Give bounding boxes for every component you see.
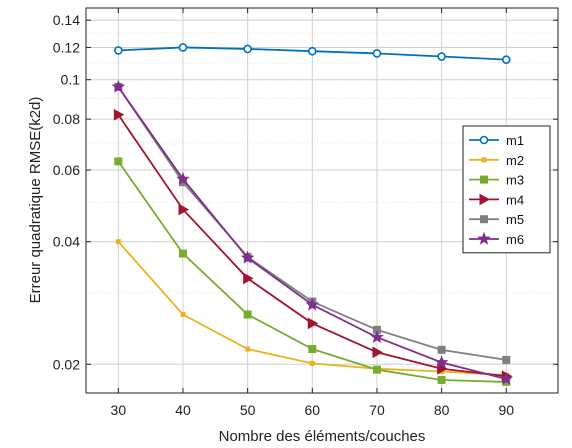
data-point-m5 (502, 355, 511, 364)
legend-item-m4: m4 (469, 192, 524, 207)
x-tick-label: 30 (111, 402, 127, 418)
data-point-m2 (245, 346, 251, 352)
legend-marker (479, 193, 491, 206)
y-tick-label: 0.14 (53, 12, 80, 28)
data-point-m1 (114, 46, 123, 55)
data-point-m6 (499, 371, 514, 385)
legend-box (462, 125, 551, 254)
data-point-m6 (305, 297, 320, 311)
legend-item-m1: m1 (469, 133, 524, 148)
data-point-m3 (372, 365, 381, 374)
series-m6 (111, 79, 514, 385)
x-tick-label: 90 (498, 402, 514, 418)
y-tick-label: 0.1 (61, 72, 81, 88)
data-point-m1 (501, 55, 511, 64)
data-point-m4 (243, 272, 254, 285)
data-point-m4 (178, 203, 190, 216)
legend-marker (477, 231, 491, 245)
data-point-m2 (309, 360, 315, 366)
data-point-m1 (437, 52, 446, 61)
x-axis-label: Nombre des éléments/couches (219, 428, 426, 445)
x-tick-label: 80 (434, 402, 450, 418)
legend-marker (481, 157, 487, 163)
legend-label: m5 (506, 212, 524, 227)
data-point-m5 (437, 345, 446, 354)
legend-label: m6 (506, 232, 524, 247)
y-tick-label: 0.06 (53, 162, 80, 178)
data-point-m4 (113, 108, 125, 121)
data-point-m4 (372, 346, 383, 359)
data-point-m6 (240, 250, 255, 264)
y-tick-label: 0.08 (53, 111, 80, 127)
x-tick-label: 70 (369, 402, 385, 418)
y-axis-ticks: 0.02 0.04 0.06 0.08 0.1 0.12 0.14 (53, 12, 558, 372)
data-point-m6 (434, 355, 449, 369)
legend-item-m5: m5 (469, 212, 524, 227)
y-tick-label: 0.04 (53, 234, 80, 250)
legend-marker (480, 215, 488, 224)
data-point-m2 (115, 239, 121, 245)
legend: m1 m2 m3 m4 m5 m6 (462, 125, 551, 254)
legend-item-m2: m2 (469, 153, 524, 168)
data-point-m2 (180, 312, 186, 318)
data-point-m4 (307, 317, 319, 330)
data-point-m3 (114, 157, 123, 166)
legend-marker (479, 135, 489, 145)
x-tick-label: 60 (305, 402, 321, 418)
data-point-m1 (178, 43, 188, 52)
data-point-m6 (111, 79, 126, 93)
y-axis-label: Erreur quadratique RMSE(k2d) (27, 97, 44, 304)
series-group (111, 43, 514, 386)
data-point-m3 (437, 375, 446, 384)
x-tick-label: 50 (240, 402, 256, 418)
data-point-m6 (176, 171, 190, 185)
legend-item-m6: m6 (469, 231, 524, 247)
x-tick-label: 40 (175, 402, 191, 418)
legend-label: m4 (506, 192, 524, 207)
x-axis-ticks: 30 40 50 60 70 80 90 (111, 8, 514, 418)
legend-marker (480, 175, 488, 184)
data-point-m3 (243, 310, 252, 319)
data-point-m3 (178, 249, 187, 258)
series-m1 (114, 43, 511, 64)
legend-label: m2 (506, 153, 524, 168)
y-tick-label: 0.12 (53, 39, 80, 55)
y-tick-label: 0.02 (53, 356, 80, 372)
data-point-m6 (370, 330, 384, 344)
legend-item-m3: m3 (469, 173, 524, 188)
legend-label: m1 (506, 133, 524, 148)
data-point-m1 (243, 44, 252, 54)
data-point-m1 (372, 49, 382, 58)
data-point-m1 (308, 46, 317, 56)
legend-label: m3 (506, 173, 524, 188)
data-point-m3 (308, 345, 317, 354)
plot-frame (85, 7, 559, 394)
